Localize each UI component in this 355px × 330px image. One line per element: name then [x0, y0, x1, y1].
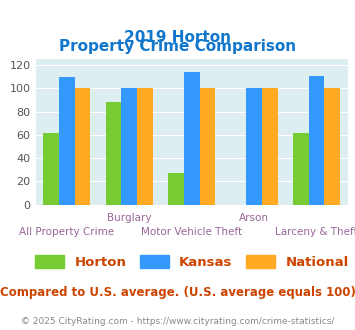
Bar [246, 88, 262, 205]
Bar [262, 88, 278, 205]
Text: 2019 Horton: 2019 Horton [124, 30, 231, 45]
Text: Motor Vehicle Theft: Motor Vehicle Theft [141, 227, 242, 237]
Bar [106, 102, 121, 205]
Bar [75, 88, 90, 205]
Bar [137, 88, 153, 205]
Legend: Horton, Kansas, National: Horton, Kansas, National [35, 255, 349, 269]
Text: All Property Crime: All Property Crime [19, 227, 114, 237]
Bar [121, 88, 137, 205]
Bar [293, 133, 309, 205]
Bar [200, 88, 215, 205]
Text: Arson: Arson [239, 213, 269, 223]
Bar [309, 76, 324, 205]
Text: Burglary: Burglary [107, 213, 152, 223]
Text: Compared to U.S. average. (U.S. average equals 100): Compared to U.S. average. (U.S. average … [0, 285, 355, 299]
Bar [59, 77, 75, 205]
Bar [168, 173, 184, 205]
Text: Larceny & Theft: Larceny & Theft [275, 227, 355, 237]
Text: © 2025 CityRating.com - https://www.cityrating.com/crime-statistics/: © 2025 CityRating.com - https://www.city… [21, 317, 334, 326]
Bar [324, 88, 340, 205]
Bar [184, 72, 200, 205]
Text: Property Crime Comparison: Property Crime Comparison [59, 40, 296, 54]
Bar [43, 133, 59, 205]
